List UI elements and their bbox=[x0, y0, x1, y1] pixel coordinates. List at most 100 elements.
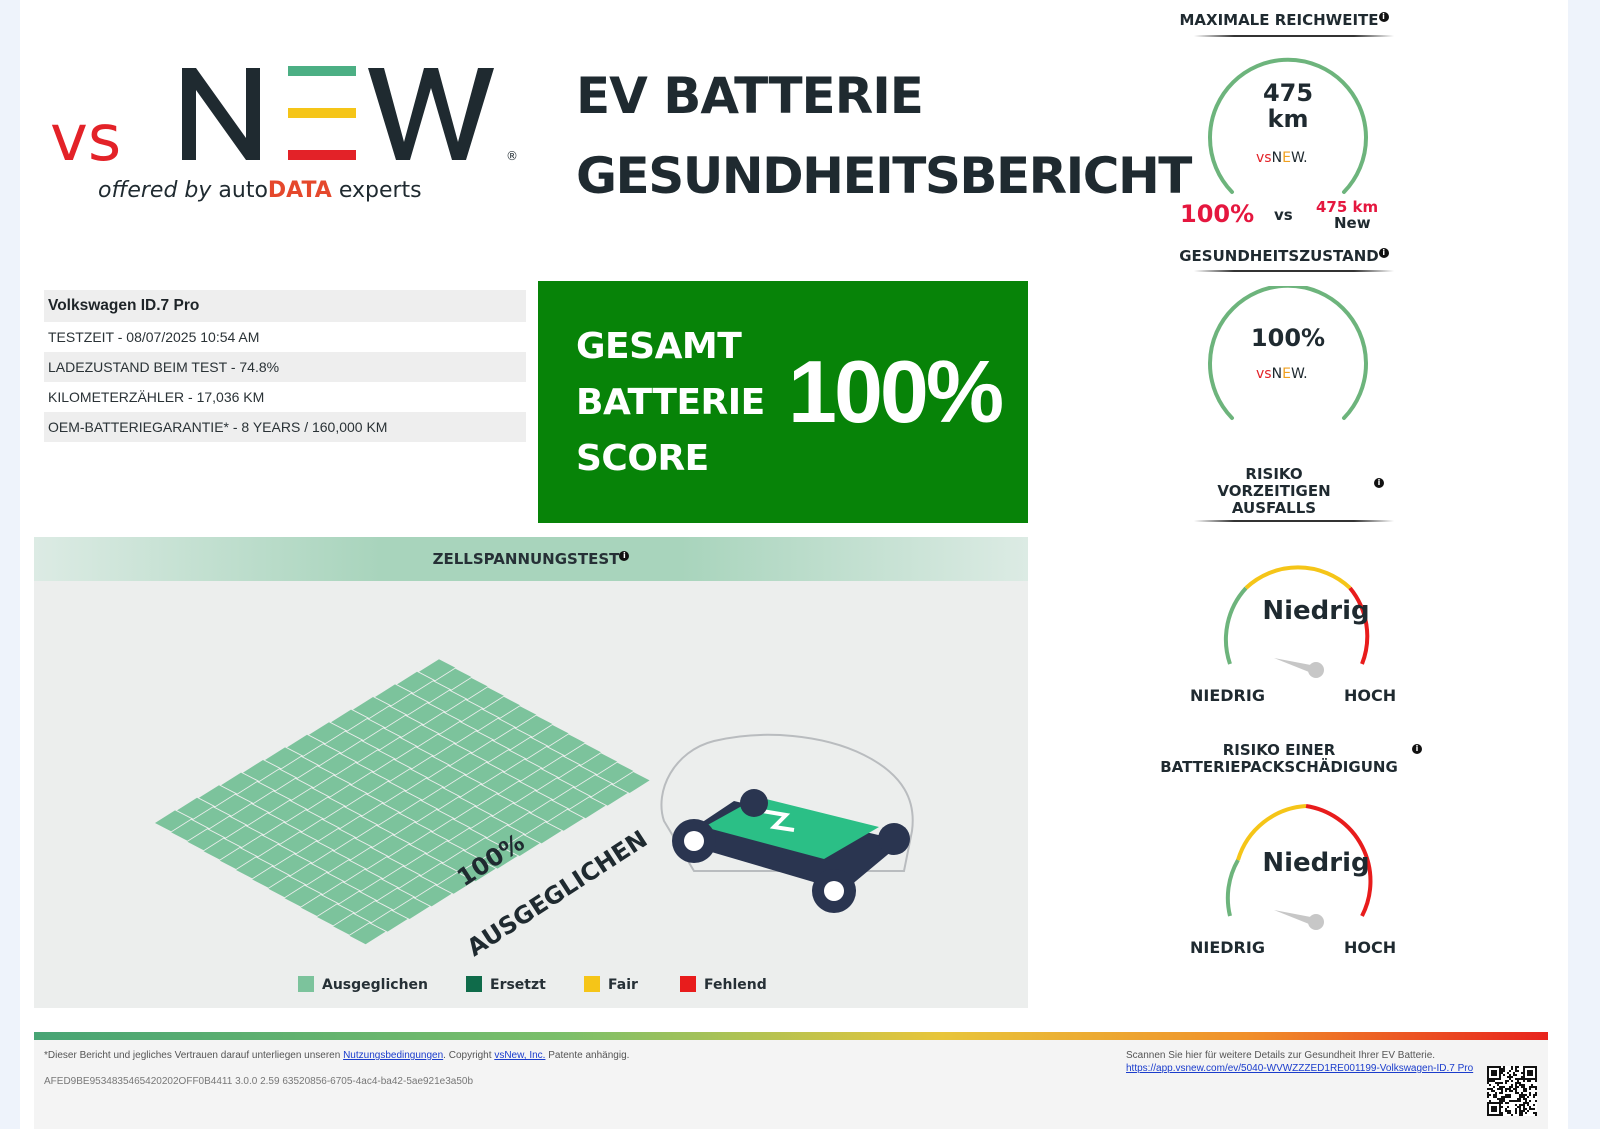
risk-pack-title-1: RISIKO EINER bbox=[1222, 741, 1336, 759]
battery-cell bbox=[383, 866, 420, 888]
battery-cell bbox=[347, 719, 384, 740]
battery-cell bbox=[435, 668, 472, 690]
battery-cell bbox=[362, 803, 399, 825]
battery-cell bbox=[503, 835, 540, 856]
vsnew-logo: vs ® offered by autoDATA experts bbox=[50, 60, 530, 220]
battery-cell bbox=[434, 744, 471, 765]
info-icon[interactable]: i bbox=[619, 551, 630, 561]
battery-cell bbox=[344, 869, 381, 891]
info-icon[interactable]: i bbox=[1378, 12, 1389, 22]
battery-cell bbox=[393, 898, 430, 919]
battery-cell bbox=[372, 835, 409, 857]
info-icon[interactable]: i bbox=[1412, 744, 1422, 754]
report-id: AFED9BE9534835465420202OFF0B4411 3.0.0 2… bbox=[44, 1076, 474, 1087]
battery-cell bbox=[231, 804, 268, 825]
report-title: EV BATTERIE GESUNDHEITSBERICHT bbox=[576, 70, 1192, 205]
range-title: MAXIMALE REICHWEITE i bbox=[1154, 12, 1414, 29]
battery-cell bbox=[225, 826, 262, 847]
battery-cell bbox=[281, 756, 318, 778]
score-label-line-3: SCORE bbox=[576, 438, 709, 479]
battery-cell bbox=[258, 844, 295, 866]
battery-cell bbox=[366, 857, 403, 879]
company-link[interactable]: vsNew, Inc. bbox=[494, 1050, 546, 1061]
range-unit: km bbox=[1267, 105, 1309, 133]
battery-cell bbox=[331, 709, 368, 731]
battery-cell bbox=[317, 904, 354, 926]
score-label-line-1: GESAMT bbox=[576, 326, 742, 367]
battery-cell bbox=[405, 854, 442, 875]
battery-cell bbox=[516, 715, 553, 737]
battery-cell bbox=[325, 731, 362, 753]
battery-cell bbox=[412, 756, 449, 778]
battery-cell bbox=[306, 873, 343, 894]
battery-cell bbox=[510, 737, 547, 759]
range-vs: vs bbox=[1274, 206, 1293, 224]
battery-cell bbox=[437, 872, 474, 894]
battery-cell bbox=[478, 718, 515, 740]
battery-cell bbox=[351, 772, 388, 794]
battery-cell bbox=[526, 747, 563, 768]
vehicle-name: Volkswagen ID.7 Pro bbox=[44, 290, 526, 322]
battery-cell bbox=[377, 888, 414, 910]
range-number: 475 bbox=[1262, 79, 1314, 107]
battery-cell bbox=[531, 800, 568, 822]
legend-label: Fair bbox=[608, 977, 638, 993]
terms-link[interactable]: Nutzungsbedingungen bbox=[343, 1050, 444, 1061]
info-row-odometer: KILOMETERZÄHLER - 17,036 KM bbox=[48, 389, 265, 405]
battery-cell bbox=[209, 816, 246, 838]
battery-cell bbox=[537, 778, 574, 800]
score-label-line-2: BATTERIE bbox=[576, 382, 765, 423]
battery-cell bbox=[356, 825, 393, 847]
info-icon[interactable]: i bbox=[1374, 478, 1384, 488]
battery-cell bbox=[274, 854, 311, 876]
battery-cell bbox=[410, 832, 447, 853]
battery-cell bbox=[459, 860, 496, 882]
battery-cell bbox=[591, 784, 628, 806]
range-gauge bbox=[1208, 57, 1368, 194]
car-battery-icon bbox=[660, 733, 914, 913]
title-line-2: GESUNDHEITSBERICHT bbox=[576, 147, 1192, 205]
legend-swatch bbox=[584, 976, 600, 992]
battery-cell bbox=[307, 797, 344, 819]
battery-cell bbox=[253, 791, 290, 813]
battery-cell bbox=[285, 810, 322, 832]
risk-failure-rule bbox=[1194, 520, 1394, 522]
info-row-warranty: OEM-BATTERIEGARANTIE* - 8 YEARS / 160,00… bbox=[44, 412, 526, 442]
battery-cell bbox=[449, 828, 486, 850]
battery-cell bbox=[357, 750, 394, 772]
battery-cell bbox=[385, 715, 422, 737]
battery-cell bbox=[291, 788, 328, 810]
cell-grid bbox=[155, 659, 650, 945]
battery-cell bbox=[494, 728, 531, 750]
legend-swatch bbox=[298, 976, 314, 992]
battery-cell bbox=[427, 841, 464, 863]
logo-tagline: offered by autoDATA experts bbox=[98, 178, 422, 203]
mini-logo: vsNEW. bbox=[1256, 150, 1308, 166]
disclaimer-patent: Patente anhängig. bbox=[548, 1050, 630, 1061]
battery-cell bbox=[219, 848, 256, 869]
vsnew-logo-mark: vs ® bbox=[50, 66, 518, 176]
battery-cell bbox=[439, 722, 476, 743]
info-icon[interactable]: i bbox=[1378, 248, 1389, 258]
battery-cell bbox=[265, 747, 302, 769]
battery-cell bbox=[415, 885, 452, 907]
info-row-charge-state: LADEZUSTAND BEIM TEST - 74.8% bbox=[44, 352, 526, 382]
battery-cell bbox=[461, 709, 498, 731]
qr-code[interactable] bbox=[1487, 1066, 1537, 1116]
battery-cell bbox=[569, 797, 606, 819]
scan-link[interactable]: https://app.vsnew.com/ev/5040-WVWZZZED1R… bbox=[1126, 1063, 1474, 1074]
battery-cell bbox=[472, 740, 509, 762]
battery-cell bbox=[504, 759, 541, 781]
range-title-text: MAXIMALE REICHWEITE bbox=[1179, 11, 1379, 29]
battery-cell bbox=[353, 697, 390, 718]
battery-cell bbox=[553, 787, 590, 809]
risk-failure-value: Niedrig bbox=[1262, 596, 1370, 626]
tagline-experts: experts bbox=[338, 178, 422, 203]
risk-failure-title-3: AUSFALLS bbox=[1231, 499, 1317, 517]
battery-cell bbox=[268, 876, 305, 898]
range-value: 475 km bbox=[1240, 80, 1336, 132]
battery-cell bbox=[548, 734, 585, 756]
score-value: 100% bbox=[788, 342, 1004, 441]
battery-cell bbox=[339, 891, 376, 913]
health-gauge bbox=[1208, 286, 1368, 420]
